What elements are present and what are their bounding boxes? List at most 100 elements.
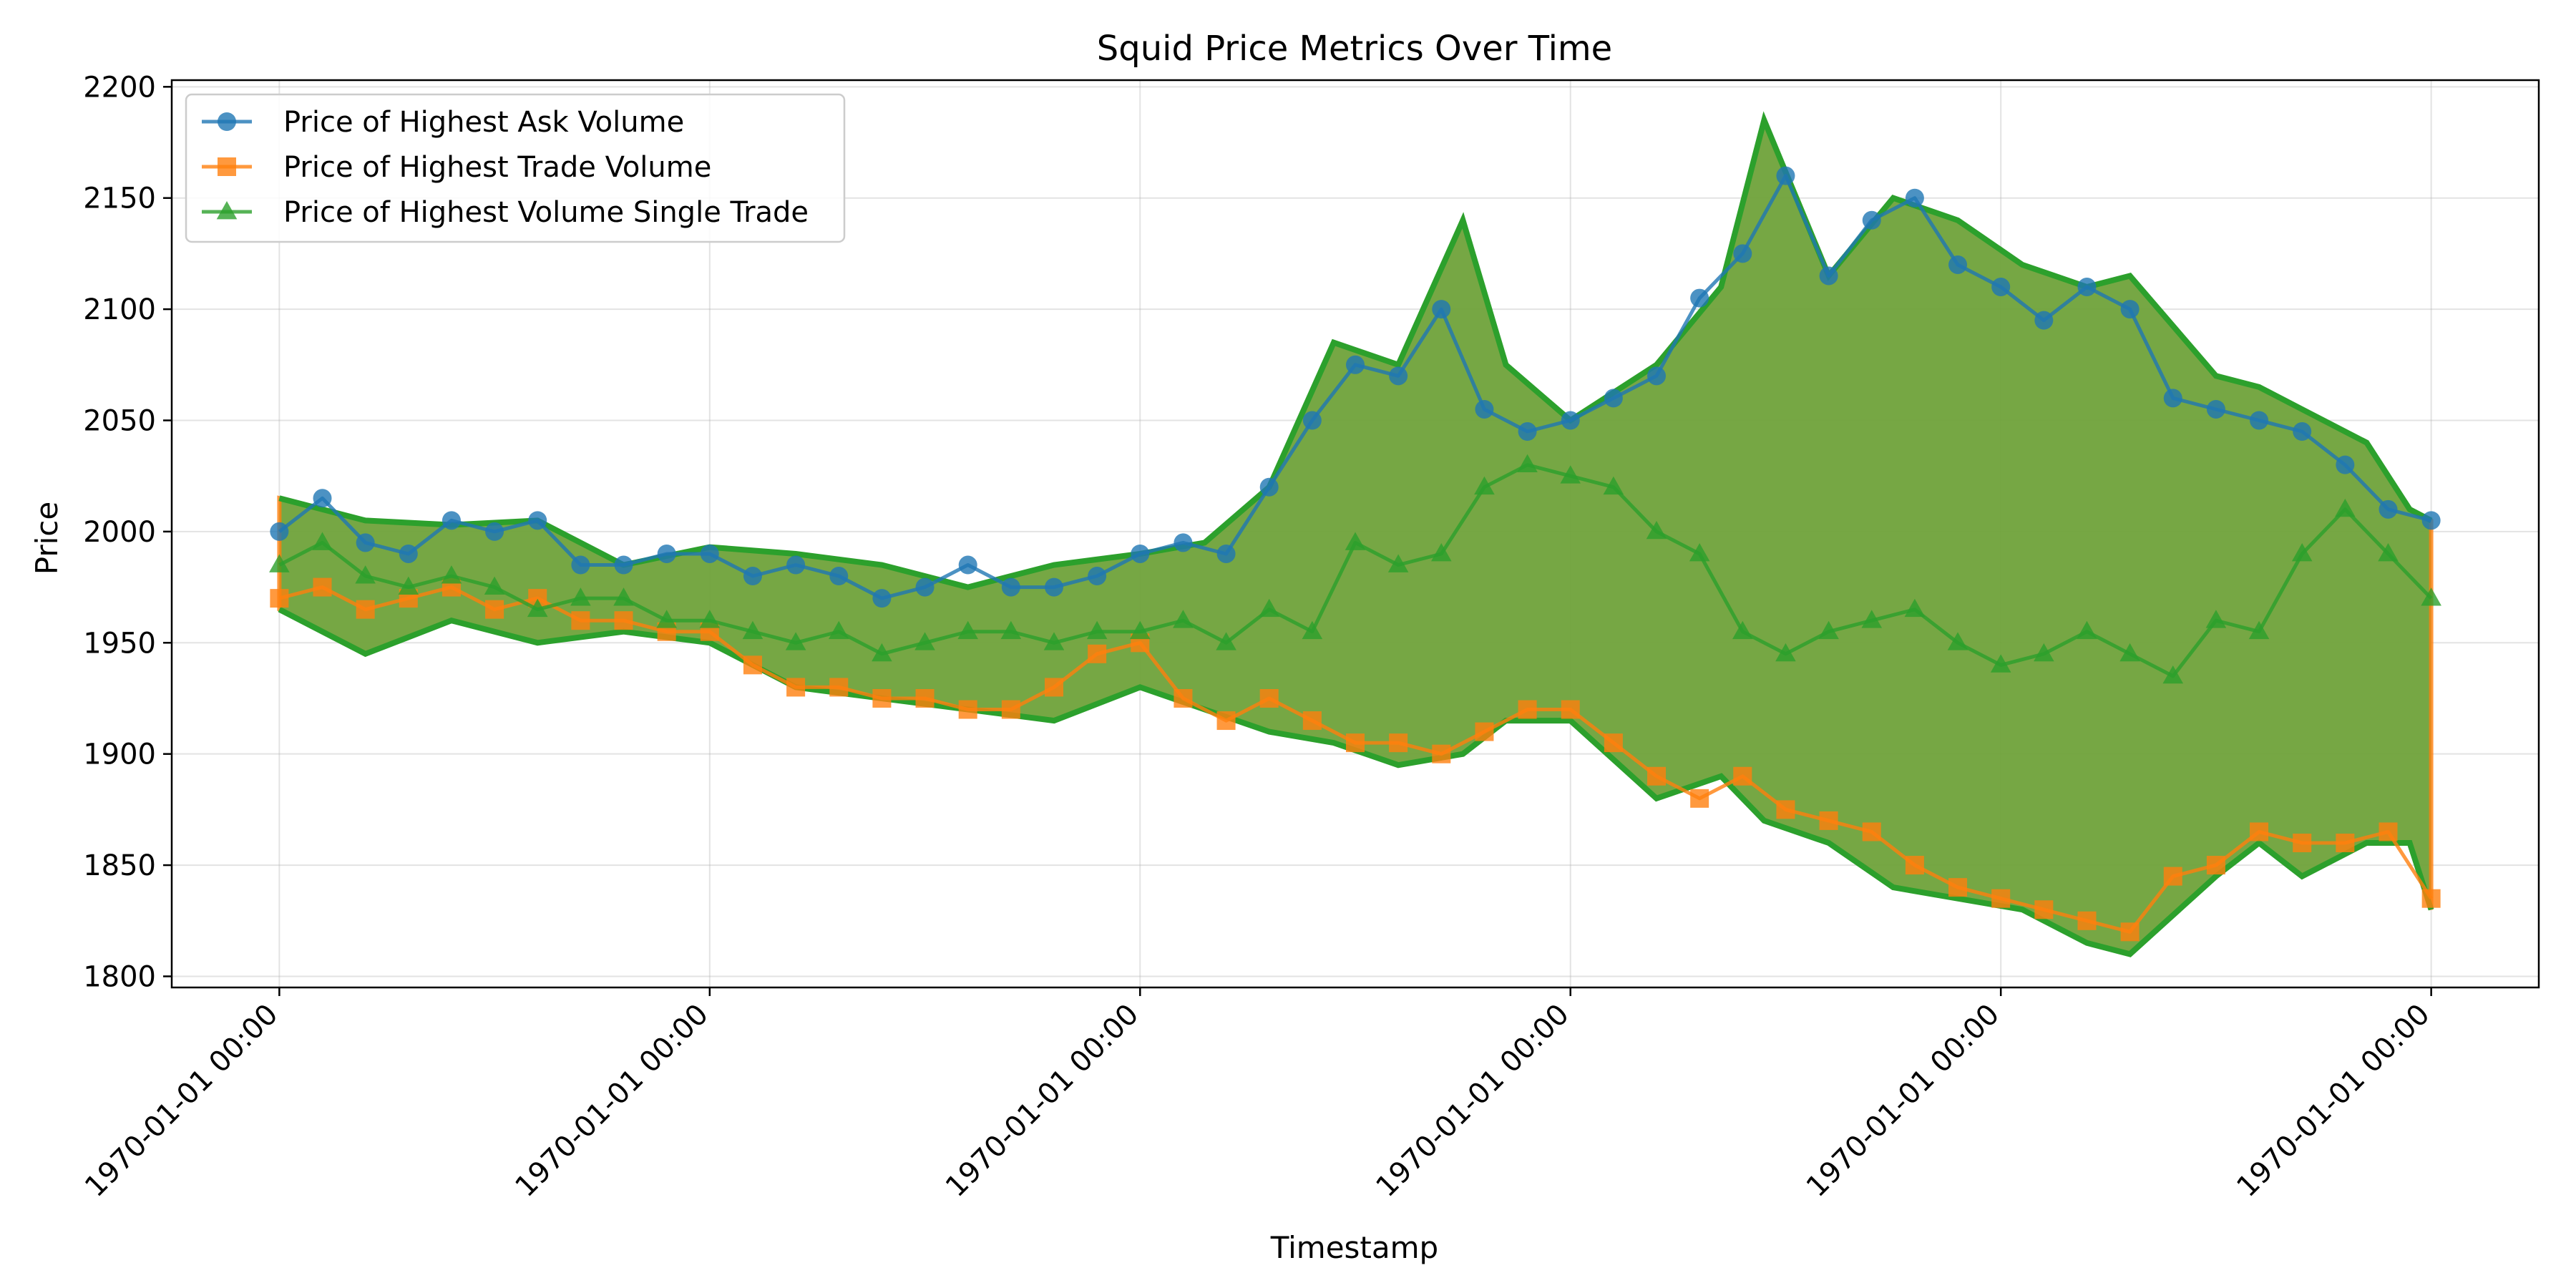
- y-tick-label: 2050: [83, 405, 156, 438]
- data-point: [1088, 567, 1107, 586]
- data-point: [356, 600, 375, 619]
- data-point: [2421, 587, 2441, 606]
- data-point: [2293, 833, 2312, 852]
- legend-label: Price of Highest Volume Single Trade: [283, 196, 809, 229]
- data-point: [2162, 665, 2184, 684]
- data-point: [2291, 543, 2313, 562]
- data-point: [485, 522, 504, 541]
- data-point: [356, 533, 375, 552]
- data-point: [1432, 300, 1451, 319]
- data-point: [1216, 711, 1236, 731]
- data-point: [2034, 643, 2054, 662]
- data-point: [571, 611, 590, 630]
- data-point: [1948, 878, 1968, 897]
- data-point: [915, 577, 935, 597]
- data-point: [1603, 476, 1624, 495]
- data-point: [2077, 278, 2097, 297]
- data-point: [2248, 620, 2270, 640]
- data-point: [1044, 577, 1063, 597]
- data-point: [1475, 722, 1494, 741]
- data-point: [743, 655, 762, 675]
- data-point: [2250, 411, 2269, 430]
- data-point: [1561, 700, 1580, 719]
- data-point: [1948, 255, 1968, 274]
- data-point: [1561, 411, 1580, 430]
- plot-frame: [170, 79, 2540, 989]
- y-tick-label: 1900: [83, 738, 156, 771]
- data-point: [1475, 399, 1494, 419]
- data-point: [1732, 620, 1753, 640]
- data-point: [614, 555, 633, 575]
- data-point: [313, 489, 332, 508]
- data-point: [355, 565, 376, 584]
- data-point: [1131, 544, 1150, 563]
- data-point: [1302, 411, 1322, 430]
- data-point: [958, 700, 977, 719]
- data-point: [2336, 833, 2355, 852]
- data-point: [1690, 288, 1709, 308]
- data-point: [2163, 389, 2182, 408]
- data-point: [1389, 733, 1408, 753]
- data-point: [1174, 533, 1193, 552]
- data-point: [1862, 210, 1881, 230]
- data-point: [2206, 856, 2225, 875]
- series-1: [270, 166, 2441, 608]
- x-axis-label: Timestamp: [1270, 1230, 1438, 1265]
- data-point: [2077, 620, 2097, 640]
- data-point: [270, 522, 289, 541]
- data-point: [1302, 620, 1323, 640]
- data-point: [571, 555, 590, 575]
- data-point: [786, 555, 806, 575]
- data-point: [1518, 422, 1537, 441]
- data-point: [270, 589, 289, 608]
- data-point: [2336, 455, 2355, 474]
- data-point: [2421, 511, 2441, 530]
- data-point: [700, 544, 719, 563]
- data-point: [2250, 822, 2269, 841]
- series-3: [269, 454, 2441, 684]
- data-point: [1216, 632, 1236, 650]
- data-point: [1733, 766, 1752, 786]
- data-point: [872, 589, 892, 608]
- data-point: [872, 643, 892, 662]
- data-point: [1905, 856, 1924, 875]
- y-tick-label: 2100: [83, 293, 156, 326]
- data-point: [1044, 678, 1063, 697]
- data-point: [2378, 543, 2399, 562]
- data-point: [785, 632, 806, 650]
- data-point: [915, 688, 935, 708]
- data-point: [1690, 789, 1709, 808]
- data-point: [312, 532, 333, 550]
- y-axis: 1800 1850 1900 1950 2000 2050 2100 2150 2200: [83, 71, 172, 993]
- data-point: [1819, 266, 1838, 286]
- data-point: [485, 600, 504, 619]
- data-point: [1689, 543, 1710, 562]
- data-point: [1518, 700, 1537, 719]
- data-point: [1776, 166, 1795, 185]
- legend-label: Price of Highest Trade Volume: [283, 151, 711, 184]
- data-point: [2163, 867, 2182, 886]
- data-point: [786, 678, 806, 697]
- data-point: [2206, 399, 2225, 419]
- data-point: [743, 567, 762, 586]
- data-point: [1991, 889, 2011, 908]
- legend-label: Price of Highest Ask Volume: [283, 106, 684, 139]
- data-point: [1819, 811, 1838, 830]
- data-point: [1604, 733, 1623, 753]
- data-point: [613, 587, 634, 606]
- data-point: [2034, 900, 2054, 919]
- data-point: [2120, 300, 2140, 319]
- y-tick-label: 2200: [83, 71, 156, 104]
- data-point: [957, 620, 978, 640]
- series-group: [269, 166, 2441, 942]
- data-point: [914, 632, 935, 650]
- data-point: [1001, 577, 1020, 597]
- data-point: [1173, 610, 1194, 628]
- data-point: [2205, 610, 2227, 628]
- data-point: [313, 577, 332, 597]
- y-tick-label: 2150: [83, 182, 156, 215]
- data-point: [269, 554, 290, 572]
- data-point: [1818, 620, 1839, 640]
- chart-title: Squid Price Metrics Over Time: [1097, 29, 1612, 69]
- data-point: [829, 678, 849, 697]
